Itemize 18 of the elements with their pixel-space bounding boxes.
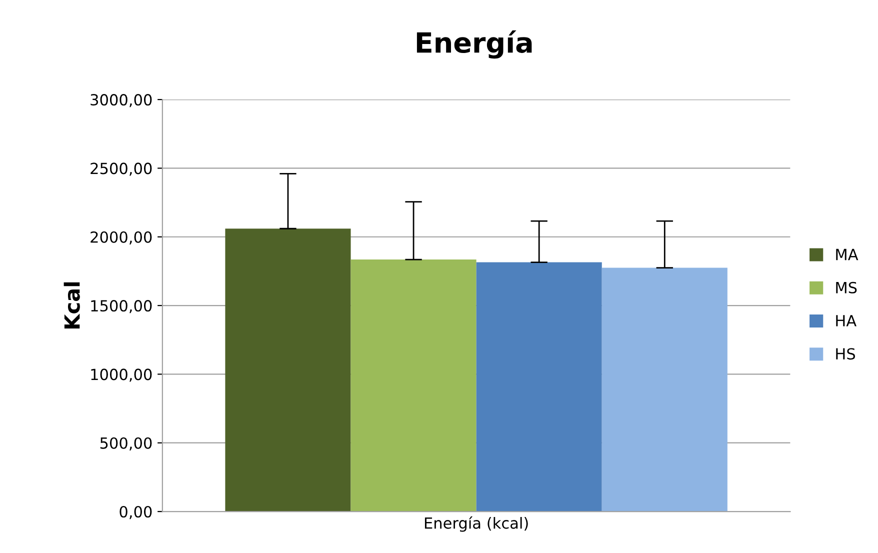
legend-label: MS [836,282,857,294]
legend-label: MA [836,248,858,260]
y-tick-label: 1000,00 [91,368,152,382]
x-tick-label: Energía (kcal) [424,516,528,532]
y-tick-label: 2000,00 [90,231,152,244]
y-tick-label: 2500,00 [90,162,152,176]
bar [476,262,602,512]
chart-title: Energía [416,30,532,59]
y-tick-label: 3000,00 [90,94,152,108]
bar [602,268,728,512]
y-tick-label: 1500,00 [91,300,152,314]
y-tick-label: 500,00 [100,437,152,450]
legend-label: HS [836,348,856,360]
y-tick-label: 0,00 [120,506,152,520]
bar [350,260,476,512]
y-axis-title: Kcal [64,282,80,328]
legend-label: HA [836,315,856,326]
bar [225,228,351,512]
